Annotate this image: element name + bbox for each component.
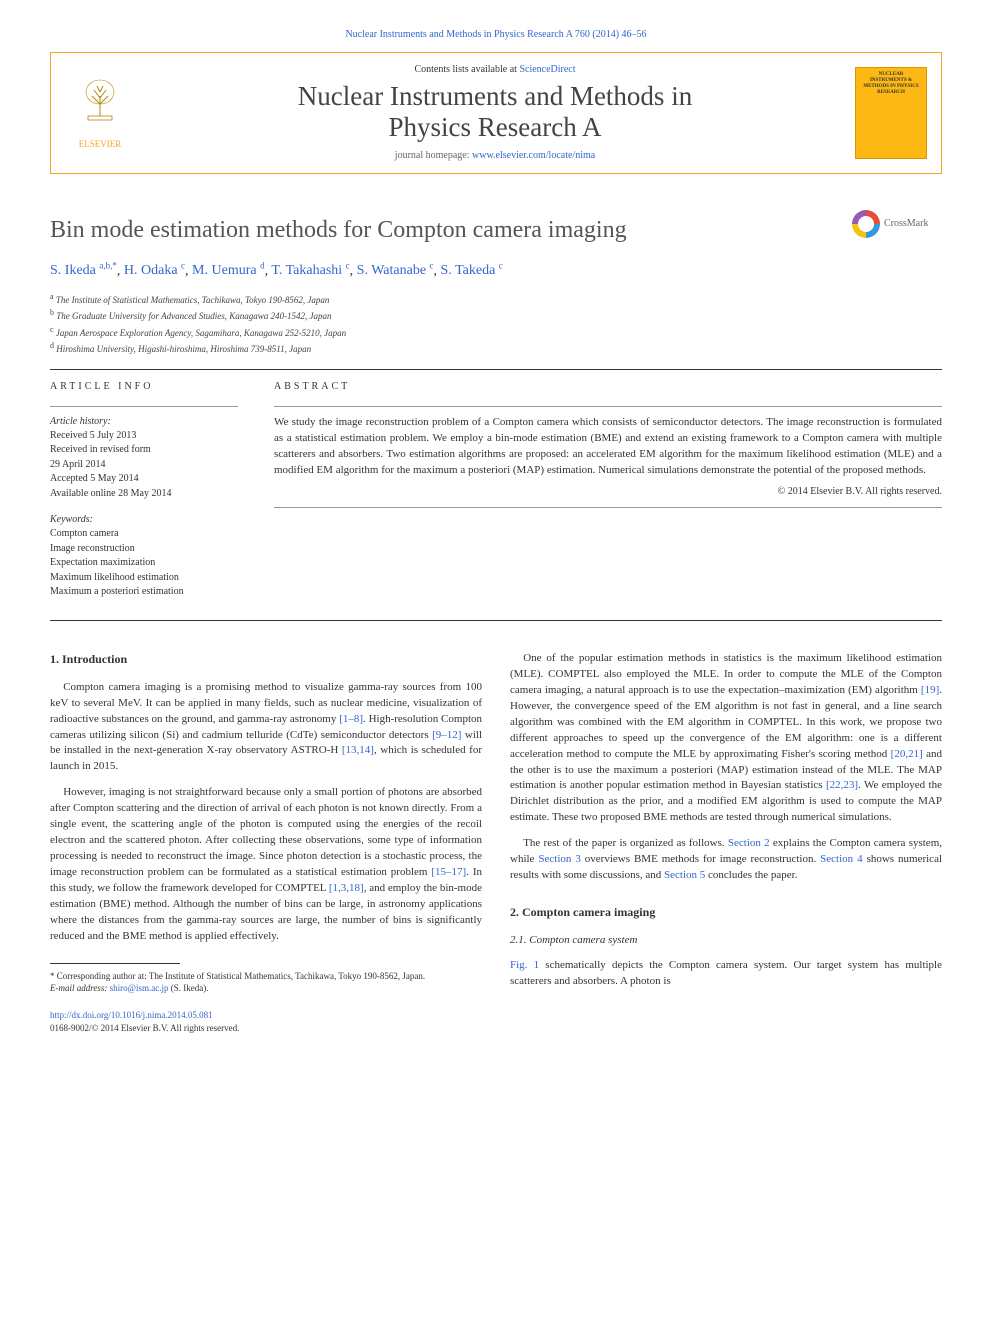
- keyword: Image reconstruction: [50, 542, 238, 557]
- article-info-column: article info Article history: Received 5…: [50, 380, 238, 600]
- doi-block: http://dx.doi.org/10.1016/j.nima.2014.05…: [50, 1009, 482, 1034]
- email-tail: (S. Ikeda).: [168, 983, 208, 993]
- banner-center: Contents lists available at ScienceDirec…: [149, 63, 841, 163]
- section-heading: 1. Introduction: [50, 651, 482, 668]
- doi-link[interactable]: http://dx.doi.org/10.1016/j.nima.2014.05…: [50, 1010, 213, 1020]
- abstract-text: We study the image reconstruction proble…: [274, 415, 942, 479]
- citation-link[interactable]: [22,23]: [826, 779, 858, 791]
- history-label: Article history:: [50, 415, 238, 429]
- homepage-line: journal homepage: www.elsevier.com/locat…: [149, 149, 841, 163]
- section-link[interactable]: Section 3: [538, 853, 580, 865]
- body-paragraph: One of the popular estimation methods in…: [510, 651, 942, 826]
- affiliation: c Japan Aerospace Exploration Agency, Sa…: [50, 324, 942, 341]
- body-paragraph: The rest of the paper is organized as fo…: [510, 836, 942, 884]
- journal-banner: ELSEVIER Contents lists available at Sci…: [50, 52, 942, 174]
- journal-title-l2: Physics Research A: [389, 112, 602, 142]
- keyword: Compton camera: [50, 527, 238, 542]
- affiliation: d Hiroshima University, Higashi-hiroshim…: [50, 340, 942, 357]
- citation-link[interactable]: [13,14]: [342, 744, 374, 756]
- body-paragraph: However, imaging is not straightforward …: [50, 785, 482, 944]
- divider: [50, 620, 942, 621]
- email-label: E-mail address:: [50, 983, 110, 993]
- section-link[interactable]: Section 5: [664, 869, 705, 881]
- keywords-list: Compton camera Image reconstruction Expe…: [50, 527, 238, 600]
- abstract-heading: abstract: [274, 380, 942, 394]
- body-paragraph: Compton camera imaging is a promising me…: [50, 680, 482, 776]
- author[interactable]: H. Odaka c: [124, 263, 185, 278]
- running-header[interactable]: Nuclear Instruments and Methods in Physi…: [50, 28, 942, 42]
- keyword: Expectation maximization: [50, 556, 238, 571]
- figure-link[interactable]: Fig. 1: [510, 959, 539, 971]
- history-line: 29 April 2014: [50, 458, 238, 473]
- footnote-separator: [50, 963, 180, 964]
- citation-link[interactable]: [1,3,18]: [329, 882, 364, 894]
- homepage-url[interactable]: www.elsevier.com/locate/nima: [472, 150, 595, 161]
- journal-title: Nuclear Instruments and Methods in Physi…: [149, 81, 841, 143]
- keyword: Maximum a posteriori estimation: [50, 585, 238, 600]
- keywords-label: Keywords:: [50, 513, 238, 527]
- subsection-heading: 2.1. Compton camera system: [510, 933, 942, 948]
- affiliation-list: a The Institute of Statistical Mathemati…: [50, 291, 942, 357]
- crossmark-icon: [852, 210, 880, 238]
- history-line: Available online 28 May 2014: [50, 487, 238, 502]
- citation-link[interactable]: [20,21]: [891, 748, 923, 760]
- history-line: Accepted 5 May 2014: [50, 472, 238, 487]
- author[interactable]: S. Takeda c: [441, 263, 503, 278]
- crossmark-label: CrossMark: [884, 217, 928, 231]
- history-line: Received in revised form: [50, 443, 238, 458]
- corresponding-author-footnote: * Corresponding author at: The Institute…: [50, 970, 482, 995]
- citation-link[interactable]: [15–17]: [431, 866, 466, 878]
- journal-cover-thumbnail[interactable]: NUCLEAR INSTRUMENTS & METHODS IN PHYSICS…: [855, 67, 927, 159]
- elsevier-tree-icon: [80, 76, 120, 138]
- footnote-text: * Corresponding author at: The Institute…: [50, 970, 482, 983]
- divider: [274, 507, 942, 508]
- body-paragraph: Fig. 1 schematically depicts the Compton…: [510, 958, 942, 990]
- article-title: Bin mode estimation methods for Compton …: [50, 214, 942, 248]
- section-link[interactable]: Section 2: [728, 837, 770, 849]
- author[interactable]: S. Ikeda a,b,*: [50, 263, 117, 278]
- sciencedirect-link[interactable]: ScienceDirect: [519, 64, 575, 75]
- journal-title-l1: Nuclear Instruments and Methods in: [298, 81, 692, 111]
- abstract-column: abstract We study the image reconstructi…: [274, 380, 942, 600]
- contents-prefix: Contents lists available at: [414, 64, 519, 75]
- author[interactable]: T. Takahashi c: [271, 263, 349, 278]
- contents-line: Contents lists available at ScienceDirec…: [149, 63, 841, 77]
- divider: [274, 406, 942, 407]
- meta-row: article info Article history: Received 5…: [50, 380, 942, 600]
- author-list: S. Ikeda a,b,*, H. Odaka c, M. Uemura d,…: [50, 260, 942, 281]
- affiliation: a The Institute of Statistical Mathemati…: [50, 291, 942, 308]
- divider: [50, 369, 942, 370]
- author[interactable]: S. Watanabe c: [357, 263, 434, 278]
- keyword: Maximum likelihood estimation: [50, 571, 238, 586]
- citation-link[interactable]: [1–8]: [339, 713, 363, 725]
- email-link[interactable]: shiro@ism.ac.jp: [110, 983, 169, 993]
- elsevier-logo[interactable]: ELSEVIER: [65, 73, 135, 153]
- homepage-prefix: journal homepage:: [395, 150, 472, 161]
- divider: [50, 406, 238, 407]
- abstract-copyright: © 2014 Elsevier B.V. All rights reserved…: [274, 485, 942, 499]
- history-line: Received 5 July 2013: [50, 429, 238, 444]
- crossmark-badge[interactable]: CrossMark: [852, 210, 942, 238]
- issn-copyright: 0168-9002/© 2014 Elsevier B.V. All right…: [50, 1023, 239, 1033]
- affiliation: b The Graduate University for Advanced S…: [50, 307, 942, 324]
- cover-text: NUCLEAR INSTRUMENTS & METHODS IN PHYSICS…: [860, 72, 922, 96]
- section-link[interactable]: Section 4: [820, 853, 862, 865]
- author[interactable]: M. Uemura d: [192, 263, 265, 278]
- body-columns: 1. Introduction Compton camera imaging i…: [50, 651, 942, 1034]
- article-info-heading: article info: [50, 380, 238, 394]
- section-heading: 2. Compton camera imaging: [510, 904, 942, 921]
- citation-link[interactable]: [19]: [921, 684, 939, 696]
- history-lines: Received 5 July 2013 Received in revised…: [50, 429, 238, 502]
- citation-link[interactable]: [9–12]: [432, 729, 461, 741]
- elsevier-label: ELSEVIER: [79, 138, 122, 151]
